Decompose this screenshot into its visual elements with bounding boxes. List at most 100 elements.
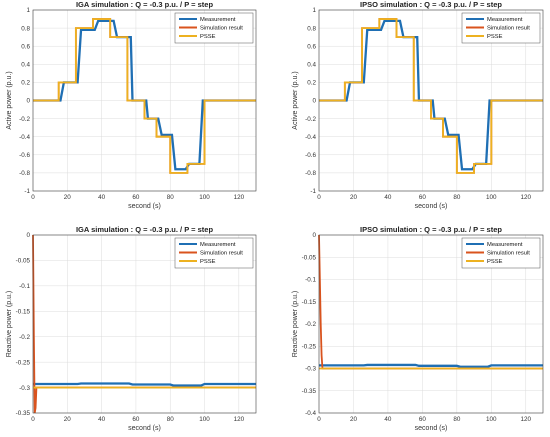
y-tick-label: -0.2 xyxy=(305,116,316,123)
x-tick-label: 40 xyxy=(98,416,106,423)
y-tick-label: -0.05 xyxy=(302,254,317,261)
legend-label: PSSE xyxy=(200,259,216,265)
chart-title: IPSO simulation : Q = -0.3 p.u. / P = st… xyxy=(360,0,502,9)
chart-panel-3: 0 20 40 60 80 100 120 0 -0.05 -0.1 -0.15 -0.2 -0.25 -… xyxy=(6,225,257,432)
y-tick-label: -0.6 xyxy=(305,152,316,159)
x-tick-label: 60 xyxy=(419,416,427,423)
y-tick-label: -0.3 xyxy=(305,366,316,373)
x-tick-label: 80 xyxy=(167,416,175,423)
legend-label: PSSE xyxy=(487,259,503,265)
y-tick-label: 0 xyxy=(312,232,316,239)
x-tick-label: 0 xyxy=(31,416,35,423)
y-tick-label: -0.6 xyxy=(19,152,30,159)
x-tick-label: 40 xyxy=(384,416,392,423)
chart-panel-4: 0 20 40 60 80 100 120 0 -0.05 -0.1 -0.15 -0.2 -0.25 -… xyxy=(292,225,544,432)
plot-frame xyxy=(318,9,544,192)
y-tick-label: 0.4 xyxy=(21,62,30,69)
y-tick-label: -0.15 xyxy=(302,299,317,306)
y-tick-label: -0.35 xyxy=(302,388,317,395)
x-tick-label: 100 xyxy=(486,416,497,423)
x-tick-label: 0 xyxy=(31,194,35,201)
y-tick-label: 0.2 xyxy=(21,80,30,87)
chart-title: IGA simulation : Q = -0.3 p.u. / P = ste… xyxy=(76,225,214,234)
x-tick-label: 60 xyxy=(419,194,427,201)
x-tick-label: 20 xyxy=(64,194,72,201)
y-tick-label: -0.35 xyxy=(16,410,31,417)
series-line xyxy=(319,18,543,174)
y-tick-label: -1 xyxy=(24,188,30,195)
x-tick-label: 120 xyxy=(234,194,245,201)
x-tick-label: 80 xyxy=(453,416,461,423)
x-tick-label: 0 xyxy=(317,194,321,201)
series-line xyxy=(33,382,256,387)
x-tick-label: 20 xyxy=(64,416,72,423)
x-axis-label: second (s) xyxy=(128,425,161,432)
x-tick-label: 0 xyxy=(317,416,321,423)
y-tick-label: 1 xyxy=(26,7,30,14)
y-axis-label: Reactive power (p.u.) xyxy=(292,291,299,358)
y-tick-label: -0.4 xyxy=(305,134,316,141)
x-axis-label: second (s) xyxy=(415,425,448,432)
legend-label: Measurement xyxy=(487,242,523,248)
y-axis-label: Reactive power (p.u.) xyxy=(6,291,13,358)
y-tick-label: -0.1 xyxy=(19,283,30,290)
x-tick-label: 100 xyxy=(199,416,210,423)
legend: Measurement Simulation result PSSE xyxy=(174,237,254,269)
x-tick-label: 80 xyxy=(167,194,175,201)
y-tick-label: 0.4 xyxy=(307,62,316,69)
legend-label: Measurement xyxy=(200,17,236,23)
y-tick-label: -0.05 xyxy=(16,258,31,265)
plot-frame xyxy=(32,234,257,414)
legend-label: Simulation result xyxy=(487,26,530,32)
y-tick-label: -0.25 xyxy=(16,359,31,366)
x-tick-label: 40 xyxy=(98,194,106,201)
legend-label: Simulation result xyxy=(200,251,243,257)
x-tick-label: 60 xyxy=(132,416,140,423)
y-tick-label: 0.6 xyxy=(307,43,316,50)
y-tick-label: -0.8 xyxy=(305,170,316,177)
y-tick-label: -0.2 xyxy=(305,321,316,328)
chart-panel-2: 0 20 40 60 80 100 120 1 0.8 0.6 0.4 0.2 0 -0.2 -0.4 -0.… xyxy=(292,0,544,210)
legend-label: PSSE xyxy=(200,34,216,40)
x-tick-label: 120 xyxy=(234,416,245,423)
x-tick-label: 100 xyxy=(486,194,497,201)
y-tick-label: -0.15 xyxy=(16,308,31,315)
x-tick-label: 120 xyxy=(521,194,532,201)
y-tick-label: 0.8 xyxy=(21,25,30,32)
legend-label: Simulation result xyxy=(487,251,530,257)
y-tick-label: -0.1 xyxy=(305,277,316,284)
legend-label: Measurement xyxy=(487,17,523,23)
y-tick-label: -1 xyxy=(310,188,316,195)
y-tick-label: 0 xyxy=(26,232,30,239)
x-tick-label: 60 xyxy=(132,194,140,201)
x-tick-label: 20 xyxy=(350,416,358,423)
y-tick-label: 0.6 xyxy=(21,43,30,50)
y-axis-label: Active power (p.u.) xyxy=(292,71,299,129)
y-tick-label: -0.3 xyxy=(19,385,30,392)
legend: Measurement Simulation result PSSE xyxy=(174,12,254,44)
y-tick-label: -0.8 xyxy=(19,170,30,177)
y-tick-label: 0.2 xyxy=(307,80,316,87)
x-axis-label: second (s) xyxy=(415,203,448,210)
x-axis-label: second (s) xyxy=(128,203,161,210)
chart-panel-1: 0 20 40 60 80 100 120 1 0.8 0.6 0.4 0.2 0 -0.2 -0.4 -0.… xyxy=(6,0,257,210)
x-tick-label: 120 xyxy=(521,416,532,423)
y-tick-label: -0.4 xyxy=(19,134,30,141)
x-tick-label: 80 xyxy=(453,194,461,201)
y-tick-label: 0 xyxy=(26,98,30,105)
legend: Measurement Simulation result PSSE xyxy=(461,12,541,44)
y-tick-label: -0.2 xyxy=(19,116,30,123)
legend: Measurement Simulation result PSSE xyxy=(461,237,541,269)
y-tick-label: 0 xyxy=(312,98,316,105)
plot-frame xyxy=(318,234,544,414)
x-tick-label: 20 xyxy=(350,194,358,201)
y-tick-label: 1 xyxy=(312,7,316,14)
y-axis-label: Active power (p.u.) xyxy=(6,71,13,129)
chart-title: IGA simulation : Q = -0.3 p.u. / P = ste… xyxy=(76,0,214,9)
chart-title: IPSO simulation : Q = -0.3 p.u. / P = st… xyxy=(360,225,502,234)
series-line xyxy=(33,18,256,174)
y-tick-label: -0.4 xyxy=(305,410,316,417)
y-tick-label: -0.2 xyxy=(19,334,30,341)
x-tick-label: 40 xyxy=(384,194,392,201)
